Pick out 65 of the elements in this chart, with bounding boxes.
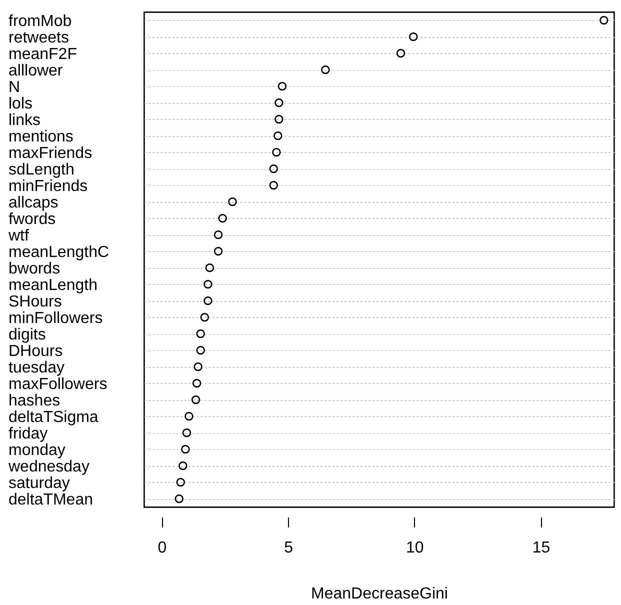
point (192, 378, 202, 388)
y-tick-label: alllower (8, 62, 64, 80)
y-tick-label: SHours (8, 293, 62, 310)
y-tick-label: fromMob (8, 12, 72, 30)
x-axis-title: MeanDecreaseGini (311, 586, 448, 602)
y-tick-label: bwords (8, 260, 60, 278)
y-tick-label: meanLength (8, 276, 98, 294)
y-tick-label: wednesday (8, 458, 90, 476)
point (274, 98, 284, 108)
y-tick-label: mentions (8, 128, 74, 146)
point (196, 329, 205, 338)
point (204, 296, 212, 306)
y-tick-label: hashes (8, 392, 60, 410)
point (396, 48, 406, 58)
point (218, 214, 227, 223)
x-tick-label: 15 (532, 540, 550, 556)
point (269, 164, 278, 174)
point (205, 263, 214, 272)
point (214, 246, 223, 256)
point (272, 148, 281, 157)
point (214, 230, 223, 240)
y-tick-label: fwords (8, 210, 56, 228)
point (174, 494, 184, 504)
y-tick-label: retweets (8, 29, 69, 46)
point (274, 114, 284, 124)
y-tick-label: deltaTSigma (8, 408, 98, 426)
y-tick-label: minFriends (8, 178, 88, 195)
y-tick-label: allcaps (8, 194, 58, 212)
point (321, 65, 330, 74)
point (200, 312, 210, 322)
point (269, 180, 278, 190)
point (600, 16, 608, 25)
point (182, 428, 192, 438)
y-tick-label: sdLength (8, 161, 74, 178)
x-tick-label: 10 (406, 540, 424, 556)
point (176, 478, 185, 487)
point (181, 444, 190, 454)
y-tick-label: wtf (8, 227, 30, 244)
y-tick-label: links (8, 112, 41, 129)
point (228, 197, 237, 206)
y-tick-label: DHours (8, 342, 63, 360)
point (204, 280, 212, 289)
x-tick-label: 0 (158, 540, 167, 556)
y-tick-label: lols (8, 95, 33, 112)
y-tick-label: minFollowers (8, 310, 103, 327)
point (278, 82, 287, 91)
y-tick-label: N (8, 78, 20, 96)
y-tick-label: tuesday (8, 359, 65, 376)
y-tick-label: friday (8, 425, 48, 442)
y-tick-label: maxFriends (8, 144, 92, 162)
y-tick-label: meanF2F (8, 46, 78, 63)
y-tick-label: digits (8, 326, 46, 344)
y-tick-label: deltaTMean (8, 491, 93, 508)
y-tick-label: monday (8, 442, 66, 459)
point (409, 32, 418, 42)
point (274, 131, 282, 140)
y-tick-label: meanLengthC (8, 244, 110, 261)
y-tick-label: saturday (8, 474, 70, 492)
point (194, 362, 202, 372)
x-tick-label: 5 (284, 540, 294, 556)
point (178, 461, 188, 470)
point (184, 412, 194, 421)
point (196, 346, 205, 355)
y-tick-label: maxFollowers (8, 376, 108, 393)
point (191, 395, 200, 404)
